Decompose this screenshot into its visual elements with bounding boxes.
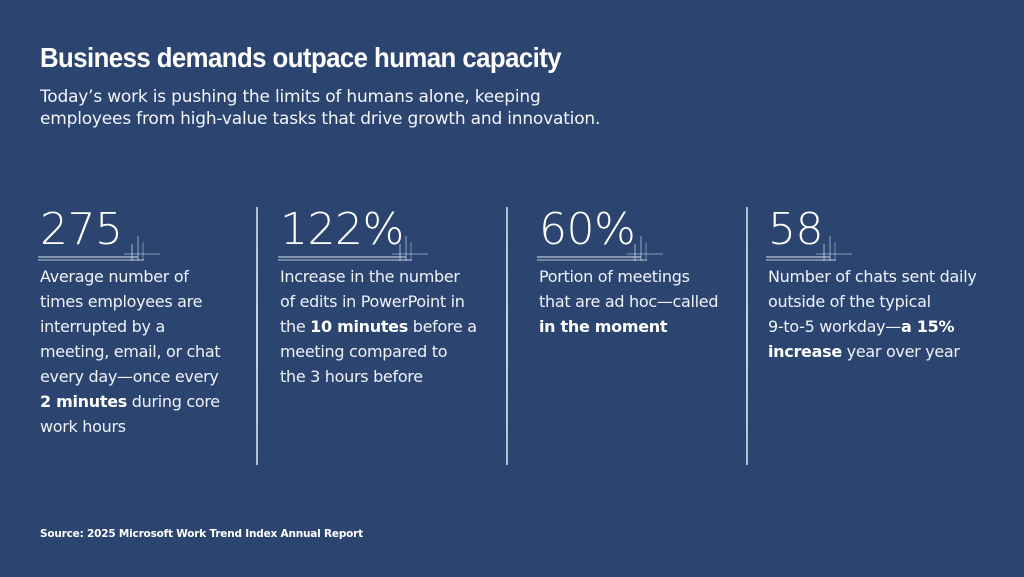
stat-value: 275 <box>40 204 123 255</box>
description-line: increase year over year <box>768 339 1008 364</box>
description-line: Portion of meetings <box>539 264 739 289</box>
stat-card-ad-hoc-meetings: 60% Portion of meetings that are ad hoc—c… <box>537 200 739 339</box>
description-line: Average number of <box>40 264 250 289</box>
description-line: of edits in PowerPoint in <box>280 289 495 314</box>
description-text: Average number of <box>40 267 189 286</box>
description-line: Number of chats sent daily <box>768 264 1008 289</box>
stat-card-powerpoint-edits: 122% Increase in the number of edits in P… <box>278 200 495 389</box>
description-line: work hours <box>40 414 250 439</box>
slide-title: Business demands outpace human capacity <box>40 42 562 73</box>
stat-value: 58 <box>768 204 824 255</box>
description-text: Number of chats sent daily <box>768 267 977 286</box>
description-text: before a <box>407 317 477 336</box>
description-line: in the moment <box>539 314 739 339</box>
emphasis-text: 10 minutes <box>310 317 408 336</box>
description-text: Portion of meetings <box>539 267 690 286</box>
description-text: outside of the typical <box>768 292 931 311</box>
description-text: 9-to-5 workday— <box>768 317 902 336</box>
stat-description: Number of chats sent daily outside of the… <box>768 264 1008 364</box>
description-line: Increase in the number <box>280 264 495 289</box>
description-line: times employees are <box>40 289 250 314</box>
description-line: meeting, email, or chat <box>40 339 250 364</box>
emphasis-text: 2 minutes <box>40 392 127 411</box>
column-divider <box>746 207 748 465</box>
description-text: Increase in the number <box>280 267 460 286</box>
stat-description: Portion of meetings that are ad hoc—calle… <box>539 264 739 339</box>
description-line: 9-to-5 workday—a 15% <box>768 314 1008 339</box>
emphasis-text: in the moment <box>539 317 668 336</box>
description-line: meeting compared to <box>280 339 495 364</box>
column-divider <box>506 207 508 465</box>
description-text: of edits in PowerPoint in <box>280 292 465 311</box>
emphasis-text: increase <box>768 342 842 361</box>
slide-subtitle: Today’s work is pushing the limits of hu… <box>40 86 760 130</box>
description-line: interrupted by a <box>40 314 250 339</box>
stat-card-interruptions: 275 Average number of times employees are… <box>38 200 250 439</box>
column-divider <box>256 207 258 465</box>
description-text: work hours <box>40 417 126 436</box>
stat-card-after-hours-chats: 58 Number of chats sent daily outside of … <box>766 200 1008 364</box>
description-text: year over year <box>841 342 960 361</box>
description-text: that are ad hoc—called <box>539 292 719 311</box>
description-line: that are ad hoc—called <box>539 289 739 314</box>
subtitle-line: Today’s work is pushing the limits of hu… <box>40 87 541 107</box>
stat-description: Increase in the number of edits in PowerP… <box>280 264 495 389</box>
source-citation: Source: 2025 Microsoft Work Trend Index … <box>40 528 363 540</box>
description-line: every day—once every <box>40 364 250 389</box>
description-line: outside of the typical <box>768 289 1008 314</box>
description-text: meeting compared to <box>280 342 448 361</box>
description-text: times employees are <box>40 292 203 311</box>
description-line: the 10 minutes before a <box>280 314 495 339</box>
description-line: the 3 hours before <box>280 364 495 389</box>
stat-value: 60% <box>539 204 636 255</box>
stat-value: 122% <box>280 204 404 255</box>
emphasis-text: a 15% <box>901 317 955 336</box>
description-text: interrupted by a <box>40 317 165 336</box>
description-text: every day—once every <box>40 367 219 386</box>
subtitle-line: employees from high-value tasks that dri… <box>40 109 601 129</box>
description-text: the 3 hours before <box>280 367 423 386</box>
description-line: 2 minutes during core <box>40 389 250 414</box>
stat-description: Average number of times employees are inte… <box>40 264 250 439</box>
description-text: meeting, email, or chat <box>40 342 221 361</box>
description-text: the <box>280 317 311 336</box>
description-text: during core <box>126 392 220 411</box>
